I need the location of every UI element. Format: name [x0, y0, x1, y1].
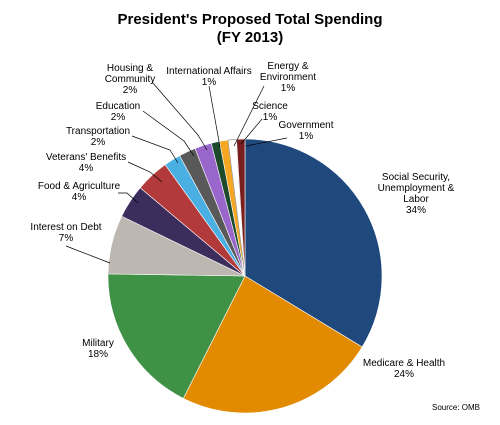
leader-line-government [245, 137, 288, 147]
leader-line-energy-environment [233, 85, 265, 147]
pie-slice-military [107, 273, 246, 399]
slice-label-food-agriculture: Food & Agriculture 4% [38, 181, 121, 203]
leader-line-education [142, 110, 195, 157]
leader-line-interest-on-debt [65, 245, 111, 264]
leader-line-food-agriculture [118, 192, 139, 204]
leader-line-science [240, 118, 263, 145]
slice-label-social-security: Social Security, Unemployment & Labor 34% [378, 172, 455, 216]
leader-line-international-affairs [208, 85, 221, 148]
slice-label-government: Government 1% [278, 120, 333, 142]
slice-label-science: Science 1% [252, 101, 288, 123]
slice-label-energy-environment: Energy & Environment 1% [260, 61, 316, 94]
pie-slices [107, 138, 383, 414]
slice-label-international-affairs: International Affairs 1% [166, 66, 251, 88]
slice-label-medicare-health: Medicare & Health 24% [363, 358, 445, 380]
slice-label-interest-on-debt: Interest on Debt 7% [30, 222, 101, 244]
source-note: Source: OMB [432, 403, 480, 412]
slice-labels: Social Security, Unemployment & Labor 34% Me… [30, 61, 454, 380]
slice-label-housing-community: Housing & Community 2% [105, 63, 156, 96]
chart-title: President's Proposed Total Spending [118, 11, 383, 28]
slice-label-military: Military 18% [82, 338, 114, 360]
chart-subtitle: (FY 2013) [217, 29, 283, 46]
slice-label-veterans-benefits: Veterans' Benefits 4% [46, 152, 126, 174]
slice-label-education: Education 2% [96, 101, 140, 123]
leader-line-transportation [131, 135, 179, 164]
pie-slice-social-security [244, 138, 383, 348]
slice-label-transportation: Transportation 2% [66, 126, 130, 148]
leader-line-veterans-benefits [127, 161, 163, 183]
leader-line-housing-community [151, 81, 208, 151]
